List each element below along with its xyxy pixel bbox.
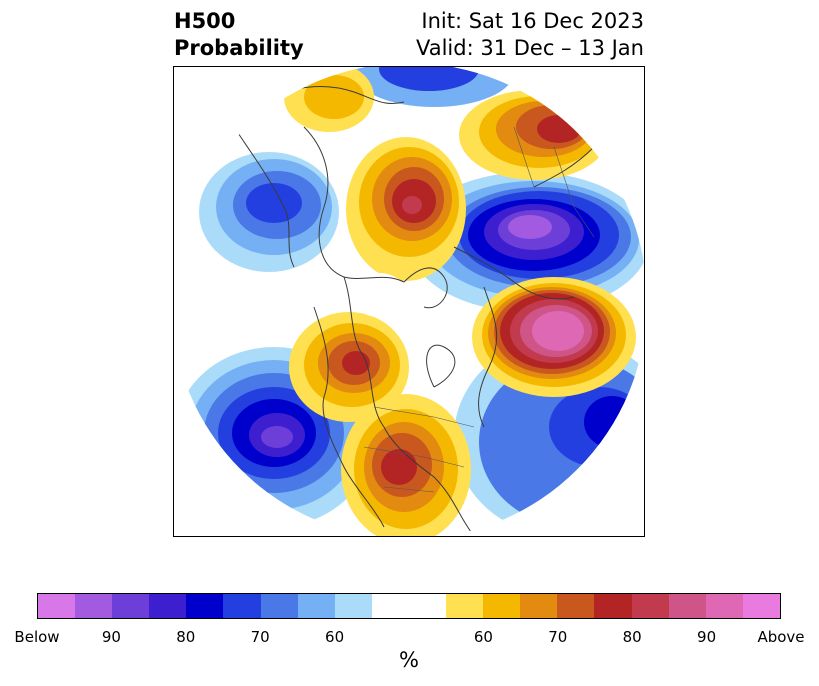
- colorbar-swatch: [520, 594, 558, 618]
- colorbar-swatch: [149, 594, 187, 618]
- colorbar-tick-label: 80: [622, 628, 642, 646]
- colorbar-tick-label: Above: [757, 628, 805, 646]
- valid-dates: Valid: 31 Dec – 13 Jan: [415, 36, 644, 60]
- colorbar-swatch: [408, 594, 447, 618]
- colorbar-unit: %: [399, 648, 419, 672]
- colorbar-swatch: [334, 594, 372, 618]
- init-date: Init: Sat 16 Dec 2023: [421, 9, 644, 33]
- colorbar-swatch: [223, 594, 261, 618]
- title-variable: H500: [174, 9, 236, 33]
- below-anomaly-eurasian-arctic: [354, 67, 514, 107]
- colorbar-tick-label: 60: [473, 628, 493, 646]
- colorbar-swatch: [483, 594, 521, 618]
- above-anomaly-arctic-archipelago: [346, 137, 466, 281]
- colorbar-tick-label: 70: [548, 628, 568, 646]
- colorbar-swatch: [705, 594, 743, 618]
- above-anomaly-northwest-canada: [289, 312, 409, 422]
- colorbar-swatch: [186, 594, 224, 618]
- colorbar-tick-label: 90: [697, 628, 717, 646]
- colorbar-swatch: [446, 594, 484, 618]
- colorbar-tick-label: Below: [14, 628, 60, 646]
- anomaly-field: [174, 67, 644, 536]
- colorbar-tick-label: 70: [250, 628, 270, 646]
- colorbar-swatch: [260, 594, 298, 618]
- map-dates: Init: Sat 16 Dec 2023 Valid: 31 Dec – 13…: [416, 8, 644, 62]
- colorbar-swatch: [112, 594, 150, 618]
- probability-map: [173, 66, 645, 537]
- above-anomaly-scandinavia: [459, 90, 609, 180]
- map-canvas: [174, 67, 644, 536]
- below-anomaly-northern-europe: [409, 172, 644, 312]
- above-anomaly-eastern-siberia: [284, 67, 374, 132]
- above-anomaly-central-us: [341, 394, 471, 536]
- colorbar-swatch: [631, 594, 669, 618]
- colorbar-tick-label: 80: [176, 628, 196, 646]
- borders: [363, 126, 595, 493]
- colorbar-tick-label: 60: [325, 628, 345, 646]
- probability-colorbar: [37, 593, 781, 619]
- below-anomaly-northeast-pacific: [199, 152, 339, 272]
- colorbar-swatch: [557, 594, 595, 618]
- map-title: H500 Probability: [174, 8, 304, 62]
- neutral-area: [351, 273, 407, 317]
- colorbar-swatch: [668, 594, 706, 618]
- title-subtitle: Probability: [174, 36, 304, 60]
- colorbar-tick-label: 90: [101, 628, 121, 646]
- above-anomaly-north-atlantic: [472, 277, 636, 397]
- below-anomaly-western-pacific: [174, 347, 374, 527]
- colorbar-swatch: [371, 594, 409, 618]
- colorbar-swatch: [38, 594, 76, 618]
- colorbar-swatch: [742, 594, 780, 618]
- colorbar-swatch: [75, 594, 113, 618]
- colorbar-swatch: [594, 594, 632, 618]
- colorbar-swatch: [297, 594, 335, 618]
